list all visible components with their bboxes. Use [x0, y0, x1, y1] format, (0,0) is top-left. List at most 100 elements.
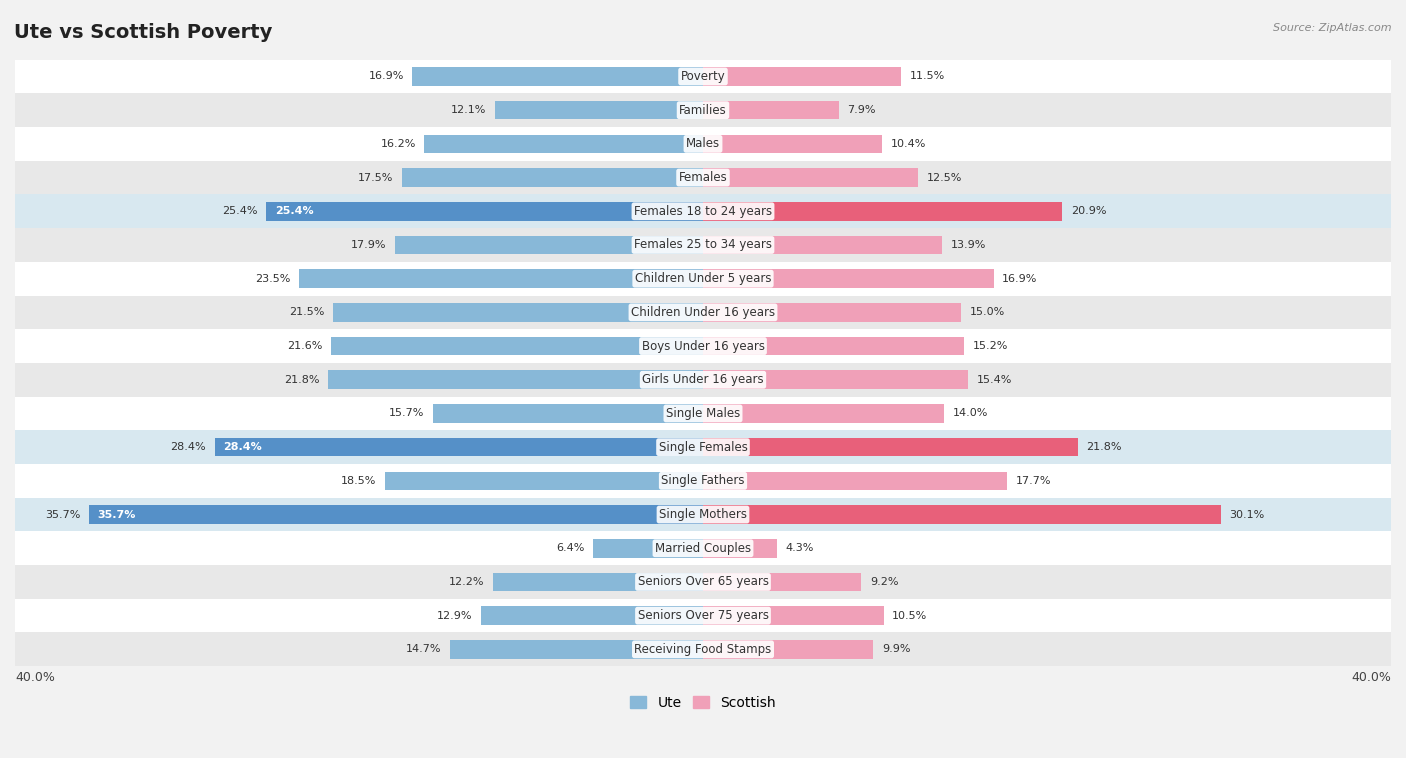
Bar [395, 236, 703, 254]
Text: 16.9%: 16.9% [1002, 274, 1038, 283]
Bar [412, 67, 703, 86]
Text: 10.4%: 10.4% [890, 139, 927, 149]
Bar [433, 404, 703, 423]
Bar [593, 539, 703, 558]
Text: 16.2%: 16.2% [381, 139, 416, 149]
Bar [15, 599, 1391, 632]
Bar [402, 168, 703, 187]
Text: 20.9%: 20.9% [1071, 206, 1107, 216]
Bar [15, 93, 1391, 127]
Bar [703, 539, 778, 558]
Bar [703, 101, 839, 120]
Bar [15, 127, 1391, 161]
Text: 12.5%: 12.5% [927, 173, 962, 183]
Text: 15.0%: 15.0% [970, 308, 1005, 318]
Text: 28.4%: 28.4% [170, 442, 205, 453]
Bar [481, 606, 703, 625]
Text: Seniors Over 65 years: Seniors Over 65 years [637, 575, 769, 588]
Text: Females: Females [679, 171, 727, 184]
Text: Seniors Over 75 years: Seniors Over 75 years [637, 609, 769, 622]
Bar [703, 303, 960, 321]
Bar [703, 269, 994, 288]
Bar [15, 296, 1391, 329]
Text: 9.9%: 9.9% [882, 644, 910, 654]
Bar [15, 161, 1391, 195]
Text: Ute vs Scottish Poverty: Ute vs Scottish Poverty [14, 23, 273, 42]
Bar [703, 202, 1063, 221]
Bar [703, 404, 943, 423]
Bar [385, 471, 703, 490]
Bar [15, 431, 1391, 464]
Text: Poverty: Poverty [681, 70, 725, 83]
Text: Receiving Food Stamps: Receiving Food Stamps [634, 643, 772, 656]
Bar [15, 363, 1391, 396]
Text: 15.4%: 15.4% [977, 374, 1012, 385]
Text: Families: Families [679, 104, 727, 117]
Text: Females 25 to 34 years: Females 25 to 34 years [634, 239, 772, 252]
Text: 12.2%: 12.2% [449, 577, 485, 587]
Text: Single Males: Single Males [666, 407, 740, 420]
Bar [703, 337, 965, 356]
Bar [703, 471, 1008, 490]
Bar [15, 498, 1391, 531]
Text: 17.7%: 17.7% [1017, 476, 1052, 486]
Text: 11.5%: 11.5% [910, 71, 945, 82]
Text: 4.3%: 4.3% [786, 543, 814, 553]
Text: 40.0%: 40.0% [15, 672, 55, 684]
Bar [299, 269, 703, 288]
Bar [15, 464, 1391, 498]
Text: Females 18 to 24 years: Females 18 to 24 years [634, 205, 772, 218]
Bar [15, 565, 1391, 599]
Text: 21.6%: 21.6% [287, 341, 323, 351]
Text: 9.2%: 9.2% [870, 577, 898, 587]
Text: Single Fathers: Single Fathers [661, 475, 745, 487]
Bar [703, 606, 883, 625]
Text: 12.1%: 12.1% [451, 105, 486, 115]
Text: 15.7%: 15.7% [389, 409, 425, 418]
Bar [425, 135, 703, 153]
Text: 25.4%: 25.4% [222, 206, 257, 216]
Text: Single Mothers: Single Mothers [659, 508, 747, 521]
Text: 10.5%: 10.5% [893, 611, 928, 621]
Legend: Ute, Scottish: Ute, Scottish [624, 691, 782, 716]
Text: 21.8%: 21.8% [1087, 442, 1122, 453]
Bar [15, 262, 1391, 296]
Bar [494, 573, 703, 591]
Text: Married Couples: Married Couples [655, 542, 751, 555]
Bar [703, 371, 967, 389]
Bar [328, 371, 703, 389]
Text: 25.4%: 25.4% [274, 206, 314, 216]
Text: Girls Under 16 years: Girls Under 16 years [643, 373, 763, 387]
Bar [703, 438, 1078, 456]
Text: 7.9%: 7.9% [848, 105, 876, 115]
Text: 17.5%: 17.5% [359, 173, 394, 183]
Text: 40.0%: 40.0% [1351, 672, 1391, 684]
Text: 35.7%: 35.7% [97, 509, 136, 519]
Bar [15, 632, 1391, 666]
Text: 23.5%: 23.5% [254, 274, 290, 283]
Bar [15, 329, 1391, 363]
Text: 18.5%: 18.5% [340, 476, 377, 486]
Text: Boys Under 16 years: Boys Under 16 years [641, 340, 765, 352]
Text: Single Females: Single Females [658, 440, 748, 453]
Bar [266, 202, 703, 221]
Bar [495, 101, 703, 120]
Bar [703, 67, 901, 86]
Text: 14.7%: 14.7% [406, 644, 441, 654]
Bar [703, 236, 942, 254]
Bar [15, 195, 1391, 228]
Bar [332, 337, 703, 356]
Text: 12.9%: 12.9% [437, 611, 472, 621]
Text: 21.5%: 21.5% [290, 308, 325, 318]
Bar [450, 640, 703, 659]
Bar [703, 640, 873, 659]
Text: 35.7%: 35.7% [45, 509, 80, 519]
Text: Source: ZipAtlas.com: Source: ZipAtlas.com [1274, 23, 1392, 33]
Bar [703, 573, 862, 591]
Bar [15, 531, 1391, 565]
Bar [15, 396, 1391, 431]
Text: 17.9%: 17.9% [352, 240, 387, 250]
Text: 21.8%: 21.8% [284, 374, 319, 385]
Text: 28.4%: 28.4% [224, 442, 262, 453]
Bar [89, 506, 703, 524]
